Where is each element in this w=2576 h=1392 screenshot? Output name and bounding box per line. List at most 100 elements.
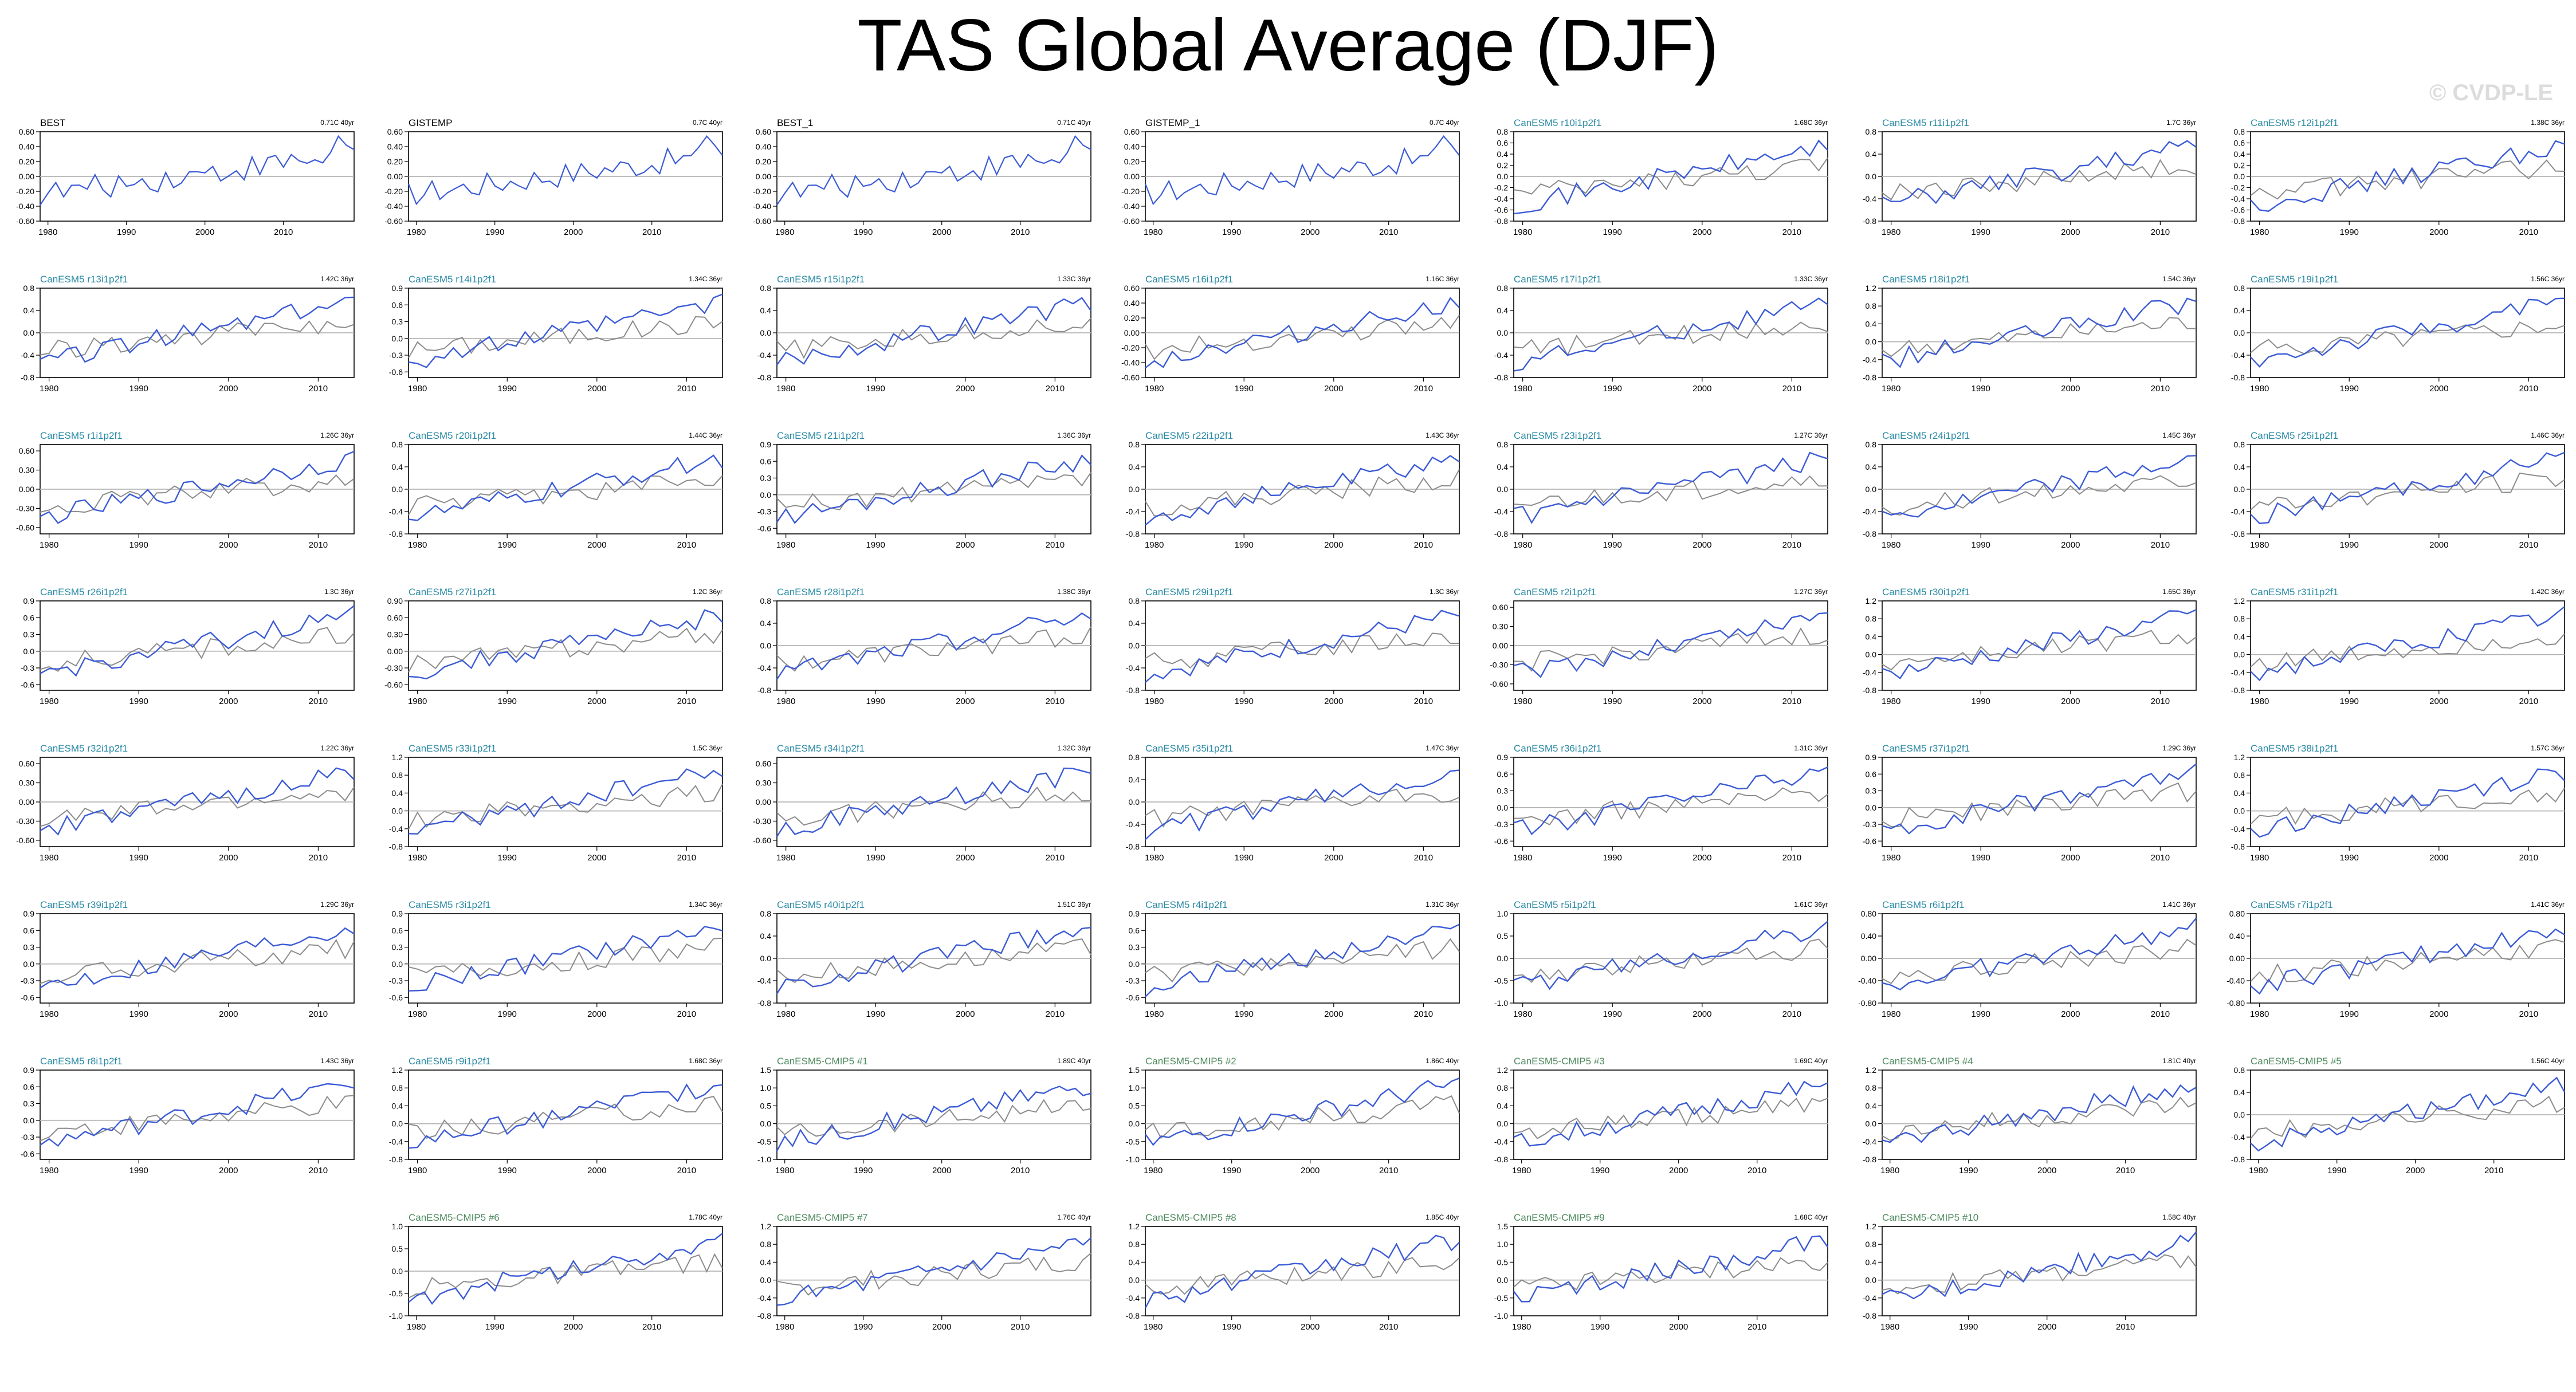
x-tick-label: 2010	[274, 227, 293, 237]
y-tick-label: 0.00	[1861, 954, 1876, 963]
obs-series-line	[1882, 317, 2197, 357]
panel-title: CanESM5 r18i1p2f1	[1882, 274, 1970, 285]
x-tick-label: 2010	[1046, 853, 1065, 863]
y-tick-label: 0.4	[1866, 1257, 1877, 1267]
y-tick-label: 0.40	[2229, 931, 2245, 941]
x-tick-label: 2000	[1693, 697, 1711, 706]
x-tick-label: 1980	[40, 384, 58, 394]
obs-series-line	[1513, 938, 1828, 983]
x-tick-label: 1980	[776, 697, 795, 706]
x-tick-label: 1990	[498, 540, 517, 550]
y-tick-label: 0.6	[23, 926, 35, 935]
obs-series-line	[2250, 1095, 2565, 1139]
x-tick-label: 1980	[776, 540, 795, 550]
y-tick-label: 0.0	[760, 328, 772, 337]
x-tick-label: 1980	[407, 1322, 426, 1332]
y-tick-label: -0.4	[1126, 820, 1140, 829]
panel-title: BEST_1	[777, 117, 813, 128]
x-tick-label: 2000	[2429, 853, 2448, 863]
y-tick-label: 0.0	[1497, 328, 1509, 337]
model-series-line	[1513, 1080, 1828, 1147]
y-tick-label: -0.6	[21, 993, 34, 1002]
y-tick-label: 0.8	[1866, 127, 1877, 136]
x-tick-label: 2000	[195, 227, 214, 237]
panel-title: CanESM5-CMIP5 #10	[1882, 1212, 1978, 1223]
plot-frame	[1145, 1069, 1460, 1160]
x-tick-label: 2010	[2519, 1009, 2538, 1019]
panel-trend: 0.7C 40yr	[693, 119, 722, 127]
y-tick-label: -0.4	[1494, 351, 1508, 360]
panel-33: CanESM5 r37i1p2f1 1.29C 36yr 0.9 0.6 0.3 0.0 -…	[1863, 743, 2197, 863]
model-series-line	[1513, 297, 1828, 372]
x-tick-label: 1990	[1603, 697, 1622, 706]
panel-50: CanESM5-CMIP5 #7 1.76C 40yr 1.2 0.8 0.4 0.0 -0…	[757, 1212, 1091, 1332]
panel-title: CanESM5-CMIP5 #3	[1514, 1056, 1605, 1067]
obs-series-line	[776, 626, 1091, 672]
y-tick-label: 0.0	[1129, 960, 1140, 969]
y-tick-label: -0.4	[1494, 194, 1508, 203]
y-tick-label: 0.4	[1866, 319, 1877, 328]
panel-trend: 1.56C 40yr	[2531, 1057, 2565, 1065]
x-tick-label: 2000	[219, 697, 238, 706]
model-series-line	[2250, 140, 2565, 212]
x-tick-label: 2000	[1693, 227, 1711, 237]
panel-40: CanESM5 r6i1p2f1 1.41C 36yr 0.80 0.40 0.00 -0…	[1858, 899, 2197, 1019]
x-tick-label: 1980	[1880, 1166, 1899, 1175]
y-tick-label: 0.8	[760, 1240, 772, 1249]
panel-title: CanESM5 r14i1p2f1	[409, 274, 496, 285]
y-tick-label: 0.3	[23, 943, 35, 952]
y-tick-label: 0.8	[1866, 440, 1877, 449]
y-tick-label: 0.00	[19, 172, 34, 181]
panel-27: CanESM5 r31i1p2f1 1.42C 36yr 1.2 0.8 0.4 0.0 -…	[2231, 587, 2565, 706]
panel-title: CanESM5 r10i1p2f1	[1514, 117, 1601, 128]
panel-11: CanESM5 r17i1p2f1 1.33C 36yr 0.8 0.4 0.0 -0.4…	[1494, 274, 1828, 394]
y-tick-label: -0.8	[1126, 842, 1140, 851]
x-tick-label: 2010	[309, 540, 328, 550]
x-tick-label: 1990	[129, 697, 148, 706]
y-tick-label: 0.4	[760, 931, 772, 941]
obs-series-line	[1882, 938, 2197, 984]
y-tick-label: 0.0	[2234, 807, 2245, 816]
plot-frame	[1882, 288, 2197, 378]
obs-series-line	[1513, 320, 1828, 357]
panel-title: CanESM5-CMIP5 #9	[1514, 1212, 1605, 1223]
x-tick-label: 1990	[1603, 1009, 1622, 1019]
y-tick-label: -0.4	[757, 1293, 771, 1303]
y-tick-label: 0.9	[392, 909, 403, 918]
panel-title: CanESM5 r26i1p2f1	[40, 587, 128, 597]
x-tick-label: 2000	[956, 384, 975, 394]
y-tick-label: 0.00	[387, 647, 403, 656]
y-tick-label: -0.20	[384, 187, 403, 196]
x-tick-label: 2000	[587, 384, 606, 394]
x-tick-label: 1980	[1145, 540, 1164, 550]
x-tick-label: 1990	[129, 1009, 148, 1019]
model-series-line	[40, 767, 355, 836]
panel-trend: 1.46C 36yr	[2531, 431, 2565, 439]
y-tick-label: -0.8	[1126, 1311, 1140, 1320]
panel-trend: 0.71C 40yr	[1057, 119, 1091, 127]
x-tick-label: 2000	[2061, 1009, 2080, 1019]
panel-title: CanESM5 r8i1p2f1	[40, 1056, 123, 1067]
x-tick-label: 1990	[1603, 540, 1622, 550]
panel-trend: 1.78C 40yr	[689, 1213, 722, 1221]
x-tick-label: 2010	[1414, 540, 1433, 550]
x-tick-label: 2000	[1324, 697, 1343, 706]
y-tick-label: 1.0	[392, 1222, 403, 1231]
x-tick-label: 1980	[2250, 1009, 2269, 1019]
plot-frame	[1513, 757, 1828, 847]
x-tick-label: 1980	[2250, 853, 2269, 863]
obs-series-line	[1145, 938, 1460, 983]
obs-series-line	[408, 316, 723, 359]
y-tick-label: 0.40	[756, 142, 771, 151]
y-tick-label: 0.8	[2234, 770, 2245, 780]
plot-frame	[1513, 1069, 1828, 1160]
y-tick-label: 0.2	[2234, 161, 2245, 170]
y-tick-label: -0.30	[1490, 660, 1508, 669]
x-tick-label: 2010	[677, 540, 696, 550]
x-tick-label: 1980	[1882, 853, 1900, 863]
y-tick-label: -0.6	[21, 1149, 34, 1158]
x-tick-label: 2000	[1693, 1009, 1711, 1019]
y-tick-label: -0.3	[389, 976, 403, 985]
y-tick-label: -1.0	[1126, 1155, 1140, 1164]
y-tick-label: 0.0	[1497, 803, 1509, 812]
